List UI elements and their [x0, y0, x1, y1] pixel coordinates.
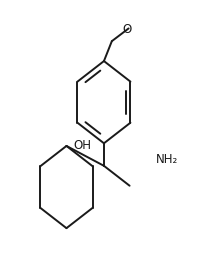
Text: O: O	[122, 23, 131, 36]
Text: NH₂: NH₂	[156, 153, 178, 166]
Text: OH: OH	[73, 139, 91, 152]
